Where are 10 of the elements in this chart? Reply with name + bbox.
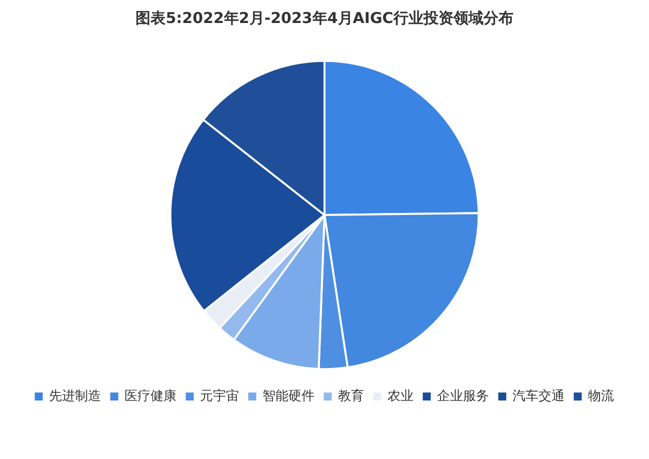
legend-label: 智能硬件 (262, 388, 314, 404)
legend-label: 物流 (588, 388, 614, 404)
chart-title: 图表5:2022年2月-2023年4月AIGC行业投资领域分布 (136, 8, 514, 27)
legend-label: 企业服务 (436, 388, 489, 404)
legend-label: 医疗健康 (124, 388, 176, 404)
legend-label: 农业 (387, 388, 414, 404)
legend-label: 元宇宙 (200, 388, 239, 404)
legend-label: 教育 (338, 388, 364, 404)
legend-label: 汽车交通 (512, 388, 564, 404)
legend-label: 先进制造 (48, 388, 101, 404)
